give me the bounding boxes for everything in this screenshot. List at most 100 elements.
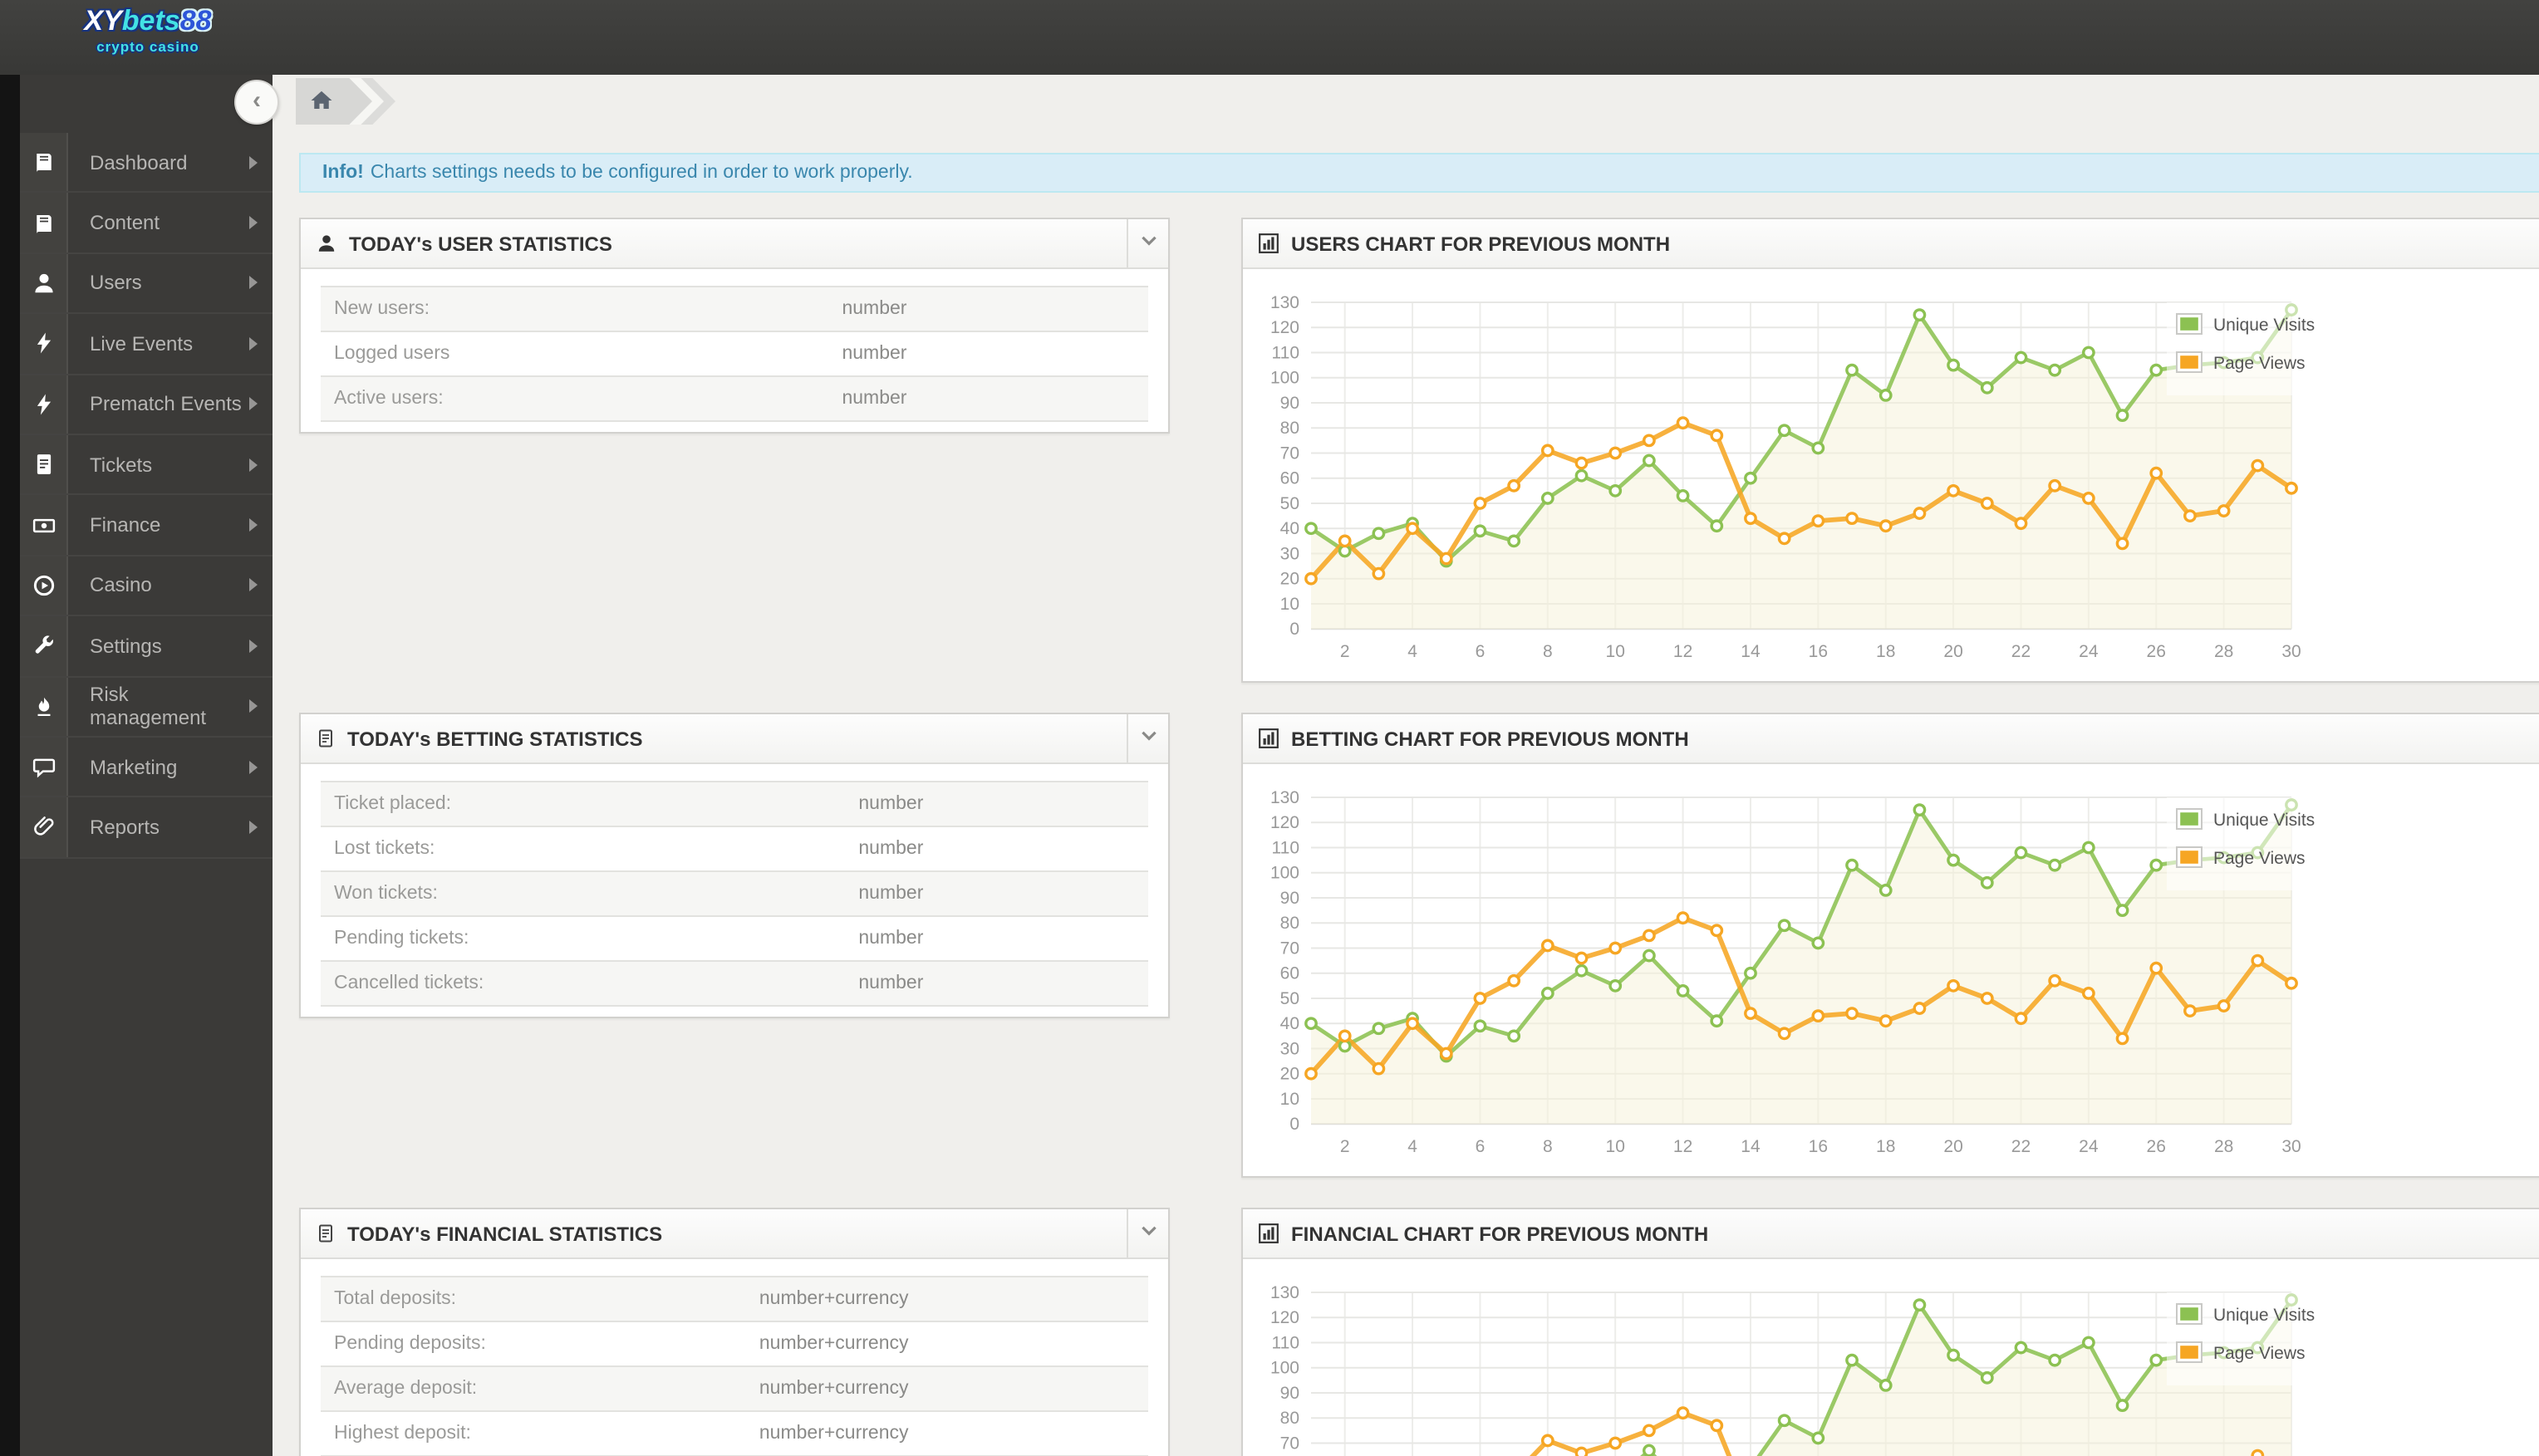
svg-text:30: 30: [2281, 642, 2301, 661]
sidebar-item-marketing[interactable]: Marketing: [20, 737, 273, 798]
sidebar-item-reports[interactable]: Reports: [20, 797, 273, 859]
caret-right-icon: [249, 699, 258, 713]
stat-row: Total deposits: number+currency: [321, 1277, 1148, 1322]
stat-value: number+currency: [759, 1334, 909, 1354]
sidebar-item-label: Risk management: [90, 683, 207, 730]
sidebar-item-label: Prematch Events: [90, 392, 242, 416]
sidebar-item-tickets[interactable]: Tickets: [20, 434, 273, 496]
stat-value: number: [858, 973, 924, 993]
panel-collapse-button[interactable]: [1127, 219, 1168, 267]
stat-value: number: [858, 884, 924, 904]
collapse-chevron-icon: ‹: [253, 86, 261, 115]
stat-value: number+currency: [759, 1424, 909, 1444]
svg-text:28: 28: [2214, 642, 2233, 661]
svg-text:12: 12: [1673, 1137, 1692, 1156]
svg-text:Unique Visits: Unique Visits: [2213, 811, 2315, 830]
brand-logo: XYbets88 crypto casino: [56, 7, 239, 54]
svg-text:14: 14: [1741, 642, 1761, 661]
caret-right-icon: [249, 578, 258, 592]
stat-rows: Total deposits: number+currency Pending d…: [321, 1276, 1148, 1456]
panel-collapse-button[interactable]: [1127, 1209, 1168, 1257]
stat-value: number: [842, 344, 907, 364]
document-icon: [316, 1223, 336, 1244]
svg-text:10: 10: [1606, 1137, 1625, 1156]
svg-text:8: 8: [1543, 642, 1553, 661]
caret-right-icon: [249, 276, 258, 290]
svg-text:16: 16: [1809, 642, 1828, 661]
svg-text:12: 12: [1673, 642, 1692, 661]
logo-tagline: crypto casino: [96, 38, 199, 55]
panel-betting-statistics: TODAY's BETTING STATISTICS Ticket placed…: [299, 713, 1170, 1018]
alert-prefix: Info!: [322, 163, 364, 183]
sidebar-item-finance[interactable]: Finance: [20, 495, 273, 556]
sidebar-item-label: Users: [90, 271, 142, 295]
top-bar: XYbets88 crypto casino: [0, 0, 2539, 75]
caret-right-icon: [249, 820, 258, 834]
svg-text:14: 14: [1741, 1137, 1761, 1156]
panel-title: TODAY's USER STATISTICS: [349, 232, 612, 255]
svg-text:Page Views: Page Views: [2213, 1344, 2306, 1363]
svg-text:10: 10: [1280, 595, 1299, 614]
svg-text:90: 90: [1280, 1384, 1299, 1403]
chart-legend: Unique Visits Page Views: [2167, 1292, 2315, 1385]
stat-label: Average deposit:: [334, 1379, 478, 1399]
chart-legend: Unique Visits Page Views: [2167, 797, 2315, 890]
panel-header: TODAY's USER STATISTICS: [301, 219, 1168, 269]
logo-bets: bets: [121, 5, 180, 37]
svg-text:4: 4: [1407, 1137, 1417, 1156]
stat-value: number: [858, 794, 924, 814]
money-icon: [20, 495, 68, 555]
sidebar: Dashboard Content Users Live Events Prematch…: [20, 75, 273, 1456]
caret-right-icon: [249, 458, 258, 472]
svg-text:22: 22: [2011, 1137, 2031, 1156]
sidebar-item-label: Finance: [90, 513, 161, 537]
svg-text:10: 10: [1280, 1090, 1299, 1109]
svg-text:50: 50: [1280, 494, 1299, 513]
svg-text:20: 20: [1280, 570, 1299, 589]
sidebar-item-label: Dashboard: [90, 150, 188, 174]
sidebar-item-label: Casino: [90, 573, 152, 597]
stat-row: Average deposit: number+currency: [321, 1367, 1148, 1412]
svg-text:90: 90: [1280, 394, 1299, 413]
sidebar-item-content[interactable]: Content: [20, 193, 273, 254]
svg-text:Page Views: Page Views: [2213, 849, 2306, 868]
sidebar-item-settings[interactable]: Settings: [20, 616, 273, 678]
svg-text:10: 10: [1606, 642, 1625, 661]
logo-xy: XY: [84, 5, 122, 37]
svg-text:100: 100: [1270, 1359, 1299, 1378]
sidebar-collapse-button[interactable]: ‹: [234, 80, 279, 125]
sidebar-item-dashboard[interactable]: Dashboard: [20, 133, 273, 194]
chevron-down-icon: [1137, 1218, 1159, 1248]
svg-text:110: 110: [1272, 838, 1299, 857]
stat-label: Won tickets:: [334, 884, 438, 904]
stat-label: Pending deposits:: [334, 1334, 486, 1354]
user-icon: [20, 253, 68, 313]
svg-text:70: 70: [1280, 444, 1299, 463]
bolt-icon: [20, 314, 68, 374]
sidebar-item-casino[interactable]: Casino: [20, 556, 273, 617]
svg-text:120: 120: [1270, 318, 1299, 337]
sidebar-item-label: Tickets: [90, 453, 153, 477]
user-icon: [316, 233, 337, 254]
line-chart: 0102030405060708090100110120130246810121…: [1243, 1259, 2539, 1456]
sidebar-item-live-events[interactable]: Live Events: [20, 314, 273, 375]
stat-row: Pending tickets: number: [321, 917, 1148, 962]
play-circle-icon: [20, 556, 68, 615]
panel-collapse-button[interactable]: [1127, 714, 1168, 762]
panel-header: TODAY's BETTING STATISTICS: [301, 714, 1168, 764]
sidebar-item-prematch-events[interactable]: Prematch Events: [20, 375, 273, 435]
stat-label: Active users:: [334, 389, 444, 409]
sidebar-item-label: Marketing: [90, 755, 178, 779]
stat-value: number: [858, 839, 924, 859]
svg-text:22: 22: [2011, 642, 2031, 661]
bar-chart-icon: [1258, 728, 1279, 749]
document-icon: [316, 728, 336, 749]
sidebar-item-risk-management[interactable]: Risk management: [20, 677, 273, 738]
stat-label: Ticket placed:: [334, 794, 452, 814]
stat-label: Logged users: [334, 344, 450, 364]
sidebar-item-users[interactable]: Users: [20, 253, 273, 315]
svg-text:6: 6: [1476, 1137, 1486, 1156]
bolt-icon: [20, 375, 68, 434]
